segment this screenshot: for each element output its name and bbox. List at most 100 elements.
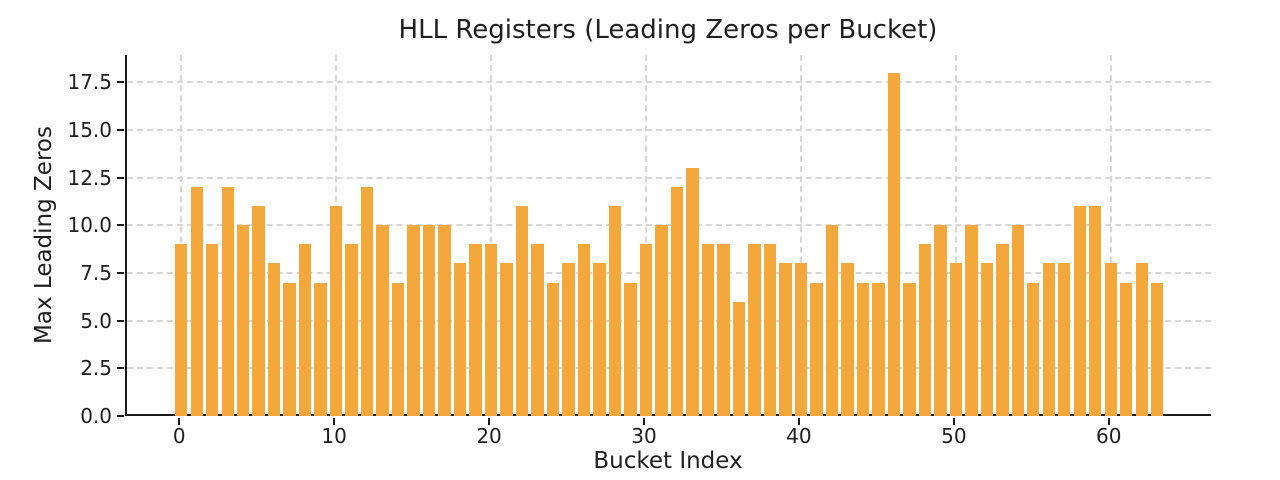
bar-bucket-34 [701, 244, 715, 416]
x-tick-label: 60 [1096, 424, 1122, 448]
y-tick-label: 12.5 [67, 165, 112, 190]
bar-bucket-19 [469, 244, 482, 416]
y-gridline [127, 367, 1211, 370]
x-gridline [644, 55, 647, 414]
bar-bucket-47 [903, 282, 916, 416]
x-tick-mark [952, 418, 955, 425]
y-gridline [127, 271, 1211, 274]
bar-bucket-12 [360, 187, 374, 416]
x-gridline [180, 55, 183, 414]
bar-bucket-38 [763, 244, 777, 416]
y-tick-mark [117, 224, 124, 227]
bar-bucket-36 [732, 301, 746, 416]
x-tick-mark [488, 418, 491, 425]
bar-bucket-21 [500, 263, 513, 416]
x-tick-label: 20 [476, 424, 502, 448]
bar-bucket-4 [236, 225, 250, 416]
bar-bucket-6 [267, 263, 281, 416]
y-tick-label: 15.0 [67, 117, 112, 142]
y-tick-mark [117, 319, 124, 322]
bar-bucket-37 [748, 244, 761, 416]
bar-bucket-40 [794, 263, 808, 416]
x-tick-label: 50 [941, 424, 967, 448]
bar-bucket-45 [872, 282, 885, 416]
y-tick-label: 0.0 [80, 404, 112, 428]
bar-bucket-56 [1042, 263, 1055, 416]
bar-bucket-54 [1011, 225, 1024, 416]
x-tick-mark [178, 418, 181, 425]
bar-bucket-23 [531, 244, 544, 416]
y-gridline [127, 81, 1211, 84]
y-tick-mark [117, 81, 124, 84]
y-axis-label-text: Max Leading Zeros [31, 126, 57, 344]
bar-bucket-30 [639, 244, 653, 416]
bar-bucket-46 [887, 72, 901, 416]
bar-bucket-11 [345, 244, 358, 416]
bar-bucket-18 [453, 263, 467, 416]
bar-bucket-50 [949, 263, 963, 416]
bar-bucket-5 [252, 206, 265, 416]
bar-bucket-8 [298, 244, 312, 416]
bar-bucket-41 [810, 282, 823, 416]
bar-bucket-48 [918, 244, 932, 416]
y-gridline [127, 224, 1211, 227]
bar-bucket-16 [422, 225, 436, 416]
bar-bucket-62 [1135, 263, 1148, 416]
y-tick-label: 10.0 [67, 213, 112, 238]
x-tick-mark [1107, 418, 1110, 425]
bar-bucket-28 [608, 206, 622, 416]
y-gridline [127, 176, 1211, 179]
bar-bucket-57 [1058, 263, 1071, 416]
plot-area [125, 55, 1211, 416]
chart-title: HLL Registers (Leading Zeros per Bucket) [398, 15, 938, 45]
bar-bucket-49 [934, 225, 947, 416]
bar-bucket-42 [825, 225, 839, 416]
bar-bucket-0 [175, 244, 188, 416]
x-tick-label: 0 [172, 424, 186, 448]
x-tick-mark [333, 418, 336, 425]
bar-bucket-10 [329, 206, 343, 416]
x-tick-mark [642, 418, 645, 425]
x-gridline [954, 55, 957, 414]
x-tick-label: 40 [786, 424, 812, 448]
x-tick-mark [797, 418, 800, 425]
bar-bucket-22 [515, 206, 529, 416]
bar-bucket-3 [221, 187, 234, 416]
bar-bucket-59 [1089, 206, 1102, 416]
bar-bucket-2 [206, 244, 219, 416]
y-tick-label: 5.0 [80, 308, 112, 333]
x-axis-label: Bucket Index [593, 448, 743, 474]
bar-bucket-33 [686, 168, 699, 416]
y-tick-mark [117, 128, 124, 131]
bar-bucket-25 [562, 263, 575, 416]
bar-bucket-55 [1027, 282, 1040, 416]
bar-bucket-7 [283, 282, 296, 416]
y-gridline [127, 319, 1211, 322]
bar-bucket-29 [624, 282, 637, 416]
bar-bucket-14 [391, 282, 405, 416]
bar-bucket-32 [670, 187, 684, 416]
bar-bucket-27 [593, 263, 606, 416]
bar-bucket-43 [841, 263, 854, 416]
bar-bucket-17 [438, 225, 451, 416]
bar-bucket-39 [779, 263, 792, 416]
bar-bucket-15 [407, 225, 420, 416]
bar-bucket-52 [980, 263, 993, 416]
bar-bucket-1 [190, 187, 203, 416]
x-gridline [799, 55, 802, 414]
bar-bucket-24 [546, 282, 560, 416]
bar-bucket-9 [314, 282, 327, 416]
y-tick-mark [117, 271, 124, 274]
x-gridline [1109, 55, 1112, 414]
x-gridline [490, 55, 493, 414]
bar-bucket-51 [965, 225, 978, 416]
x-tick-label: 10 [321, 424, 347, 448]
bar-bucket-20 [484, 244, 498, 416]
bar-bucket-53 [996, 244, 1009, 416]
x-tick-label: 30 [631, 424, 657, 448]
y-tick-mark [117, 176, 124, 179]
bar-bucket-60 [1104, 263, 1117, 416]
bar-bucket-31 [655, 225, 668, 416]
y-tick-label: 17.5 [67, 70, 112, 95]
